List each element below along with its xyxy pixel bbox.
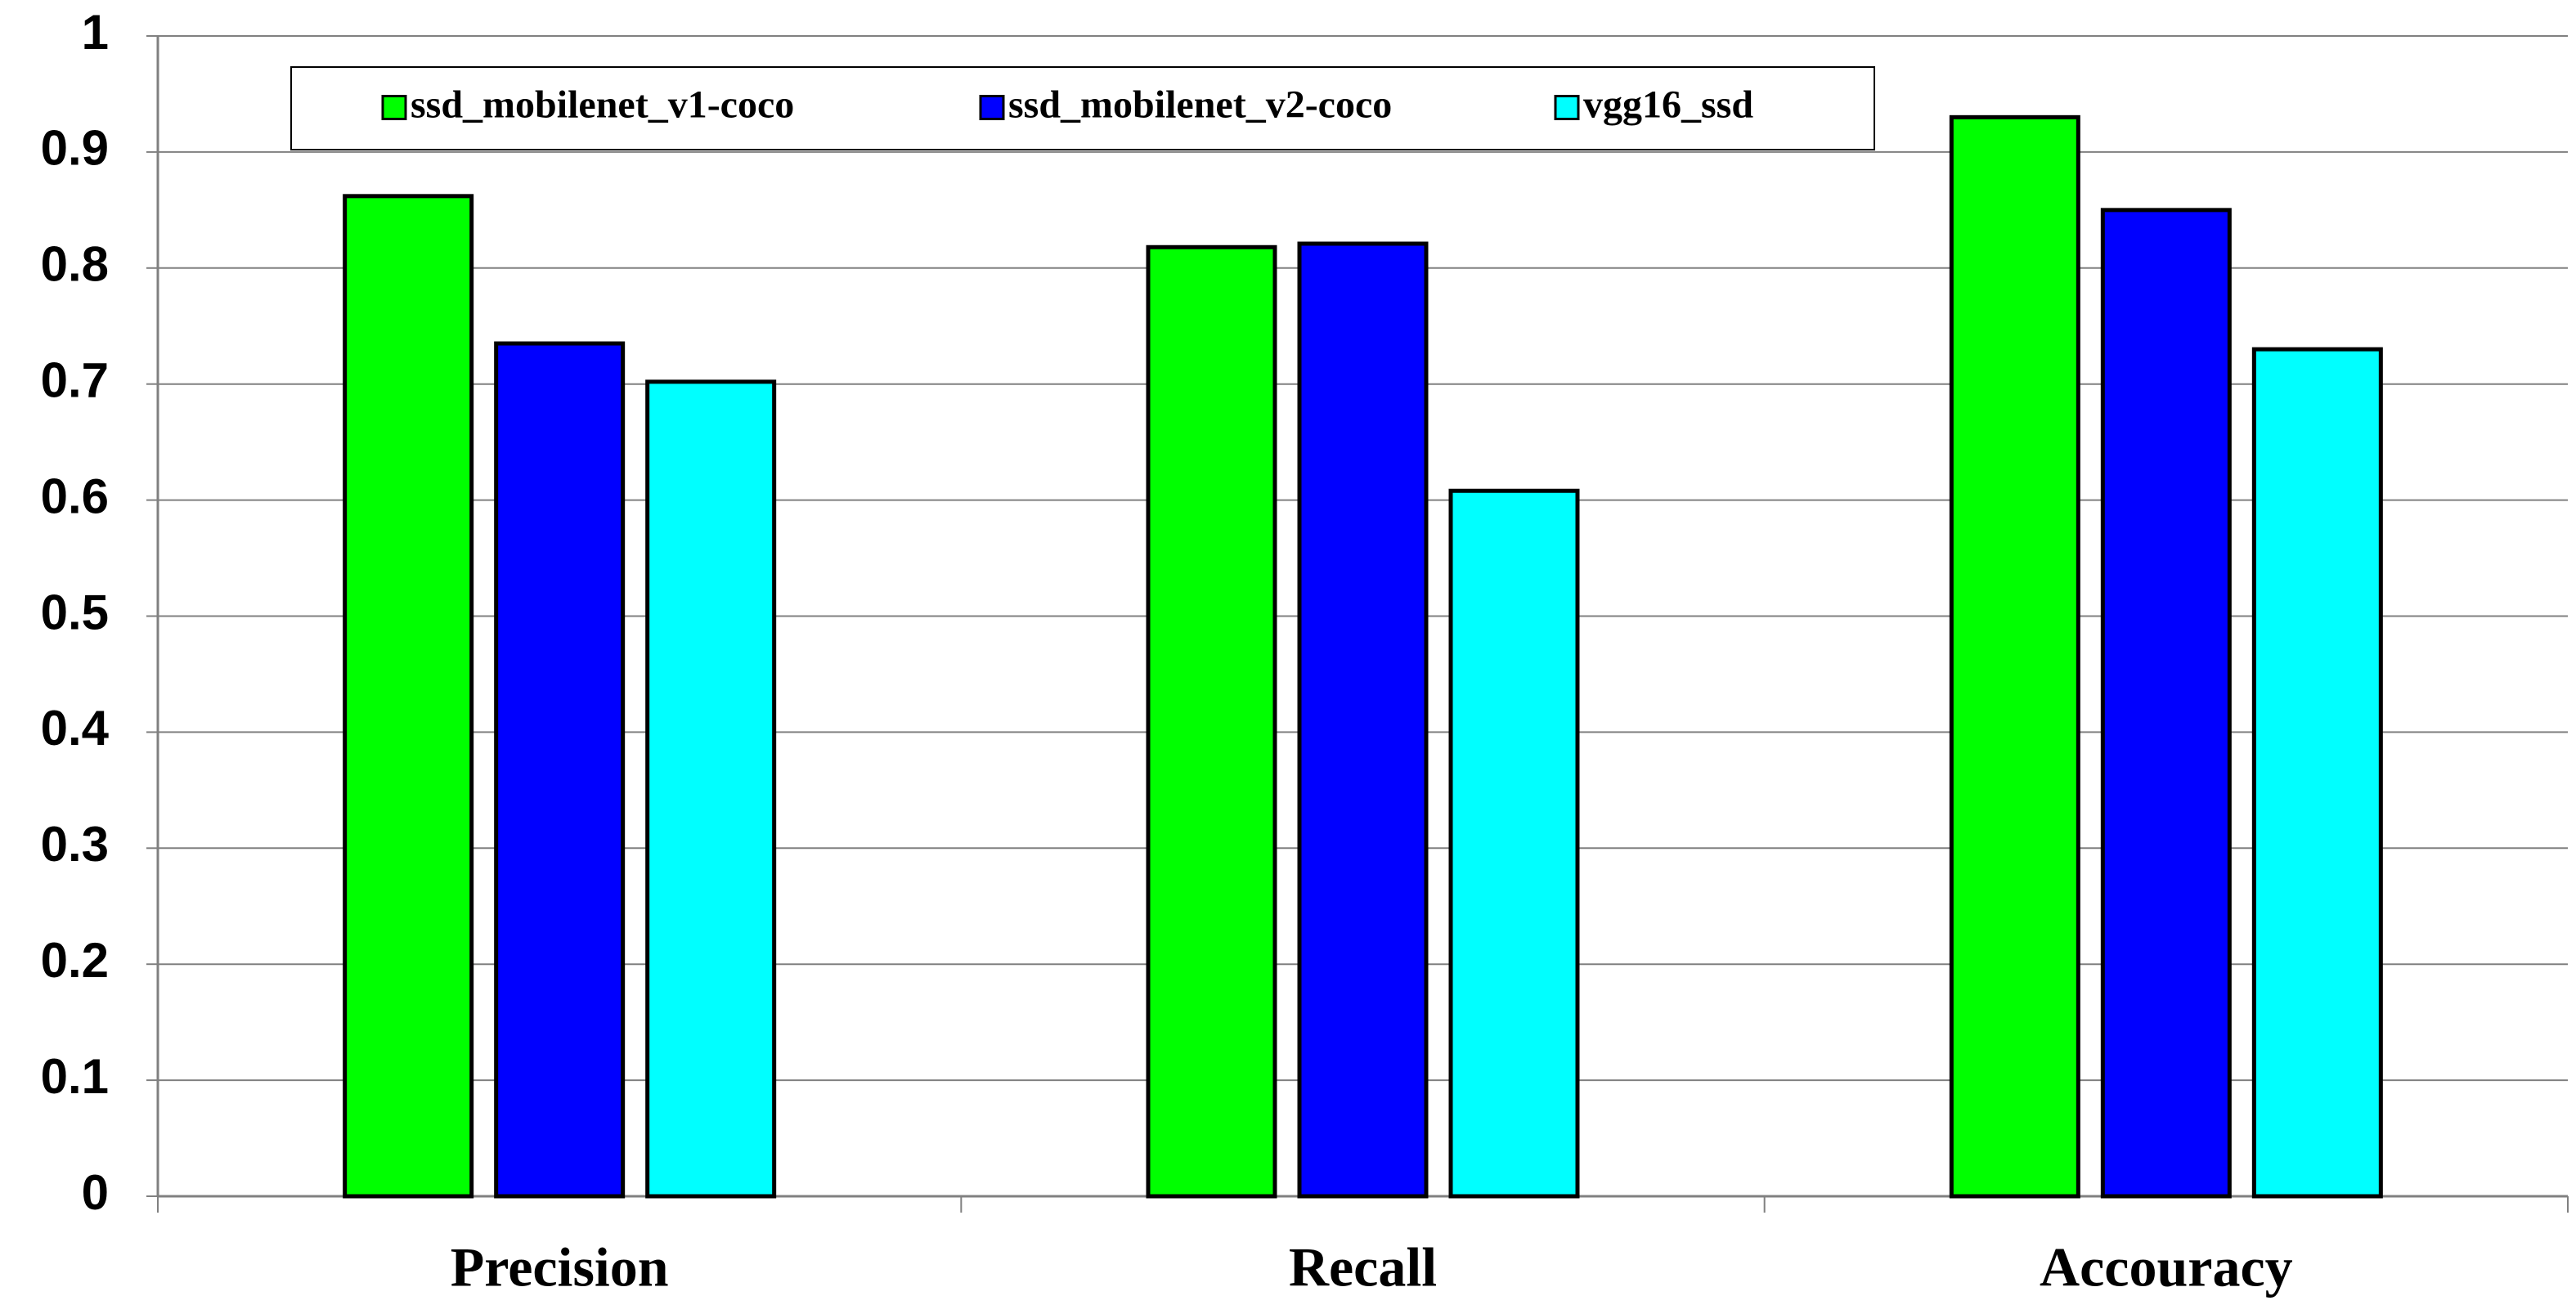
y-tick-label: 0.5 bbox=[41, 585, 109, 639]
bar bbox=[343, 194, 474, 1199]
legend-swatch bbox=[1554, 95, 1580, 120]
y-tick-label: 0.3 bbox=[41, 817, 109, 872]
bar bbox=[1448, 488, 1580, 1199]
y-tick-label: 0.1 bbox=[41, 1049, 109, 1104]
bar bbox=[645, 379, 777, 1199]
legend-swatch bbox=[381, 95, 407, 120]
x-tick-label: Precision bbox=[451, 1236, 669, 1298]
y-tick-label: 0.9 bbox=[41, 121, 109, 176]
y-tick-label: 0 bbox=[82, 1165, 109, 1220]
x-tick-label: Recall bbox=[1289, 1236, 1437, 1298]
y-tick-label: 0.4 bbox=[41, 701, 110, 756]
y-tick-label: 0.8 bbox=[41, 237, 109, 292]
legend-label: vgg16_ssd bbox=[1583, 83, 1753, 127]
legend-box bbox=[290, 66, 1875, 150]
bar bbox=[2100, 208, 2232, 1199]
y-tick-label: 1 bbox=[82, 5, 109, 60]
bar bbox=[494, 341, 626, 1199]
y-tick-label: 0.6 bbox=[41, 469, 109, 523]
bar bbox=[1949, 114, 2080, 1199]
y-tick-label: 0.7 bbox=[41, 353, 109, 408]
bar bbox=[2251, 347, 2383, 1199]
legend-label: ssd_mobilenet_v2-coco bbox=[1008, 83, 1392, 127]
x-tick-label: Accouracy bbox=[2040, 1236, 2293, 1298]
bar bbox=[1146, 244, 1277, 1199]
bar bbox=[1297, 241, 1429, 1199]
legend-label: ssd_mobilenet_v1-coco bbox=[411, 83, 794, 127]
legend-swatch bbox=[979, 95, 1005, 120]
y-tick-label: 0.2 bbox=[41, 933, 109, 988]
